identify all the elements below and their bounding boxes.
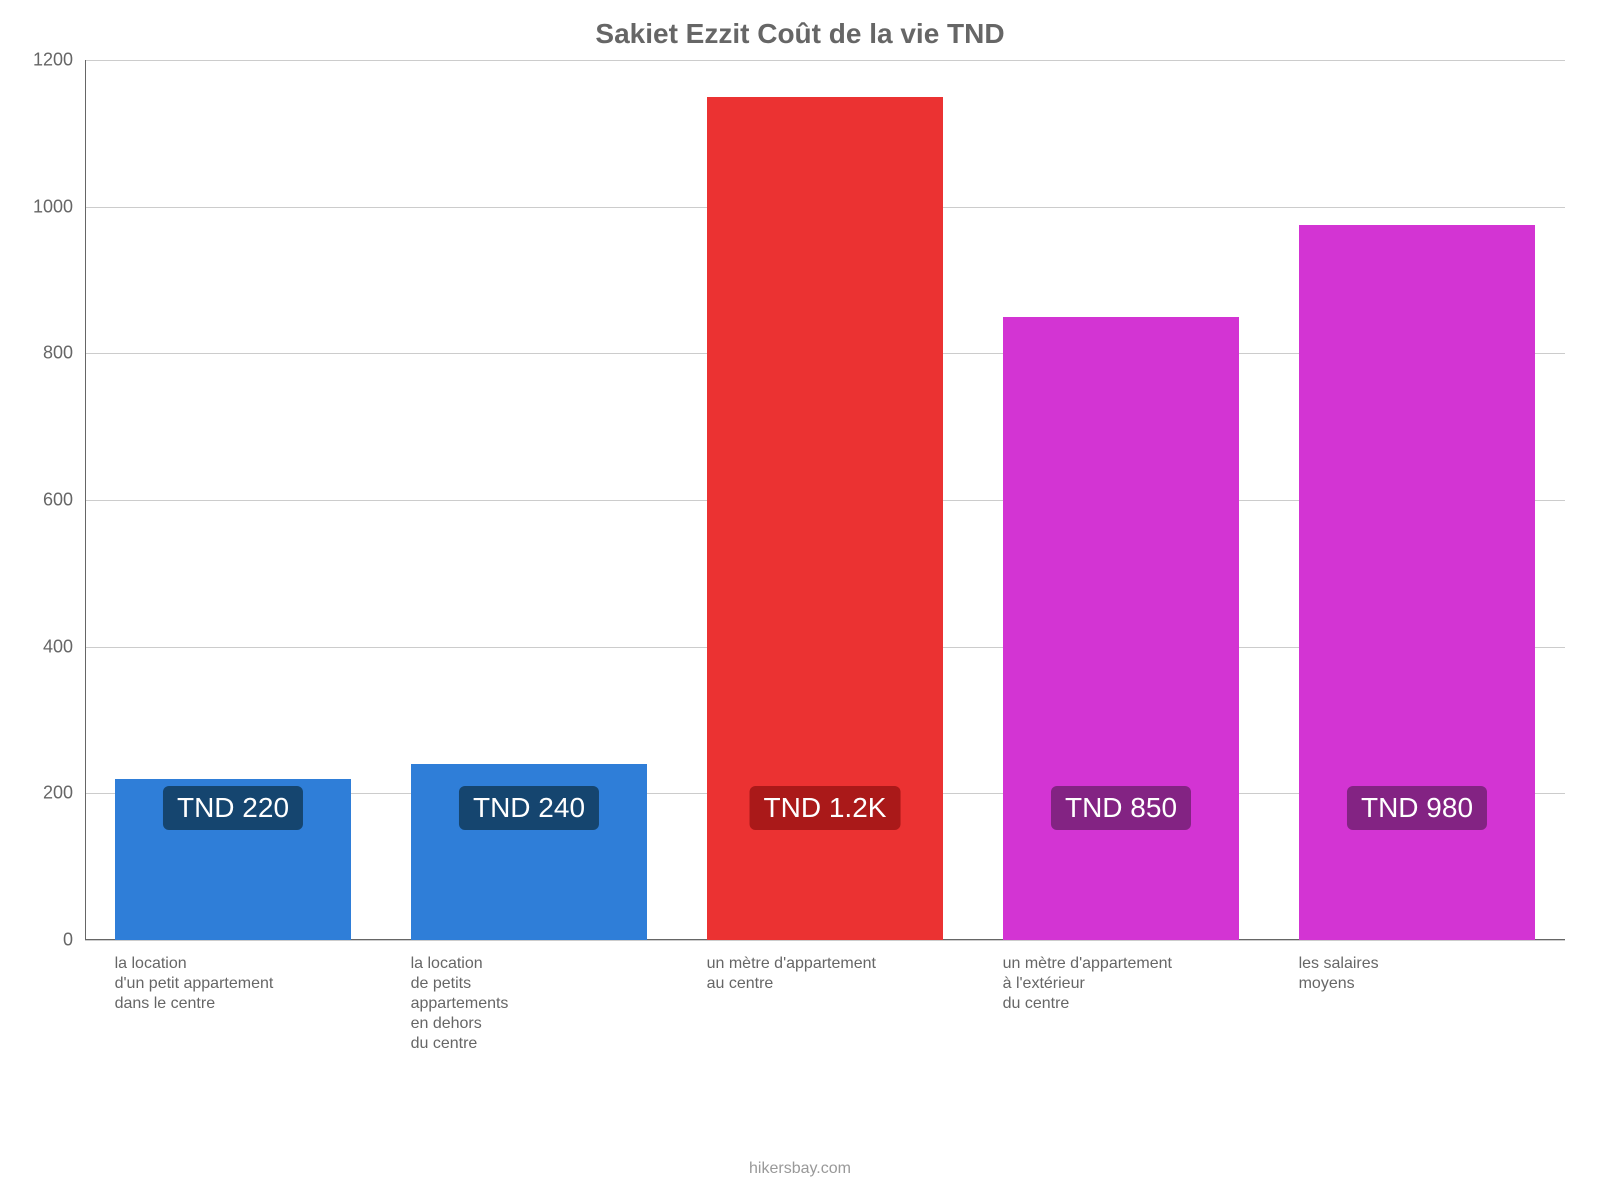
- gridline: [85, 60, 1565, 61]
- y-tick-label: 1200: [33, 50, 85, 71]
- y-tick-label: 0: [63, 930, 85, 951]
- bar-value-label: TND 980: [1347, 786, 1487, 830]
- bar-avg-salary: [1299, 225, 1536, 940]
- y-tick-label: 800: [43, 343, 85, 364]
- bar-value-label: TND 220: [163, 786, 303, 830]
- bar-value-label: TND 240: [459, 786, 599, 830]
- chart-container: Sakiet Ezzit Coût de la vie TND 02004006…: [0, 0, 1600, 1200]
- y-tick-label: 200: [43, 783, 85, 804]
- x-category-label: la location de petits appartements en de…: [411, 940, 648, 1054]
- y-tick-label: 1000: [33, 196, 85, 217]
- bar-sqm-outside: [1003, 317, 1240, 940]
- chart-title: Sakiet Ezzit Coût de la vie TND: [0, 18, 1600, 50]
- bar-value-label: TND 850: [1051, 786, 1191, 830]
- x-category-label: un mètre d'appartement au centre: [707, 940, 944, 994]
- x-category-label: la location d'un petit appartement dans …: [115, 940, 352, 1014]
- y-axis-line: [85, 60, 86, 940]
- x-category-label: les salaires moyens: [1299, 940, 1536, 994]
- chart-footer: hikersbay.com: [0, 1160, 1600, 1178]
- y-tick-label: 400: [43, 636, 85, 657]
- plot-area: 020040060080010001200TND 220la location …: [85, 60, 1565, 940]
- x-category-label: un mètre d'appartement à l'extérieur du …: [1003, 940, 1240, 1014]
- bar-value-label: TND 1.2K: [750, 786, 901, 830]
- y-tick-label: 600: [43, 490, 85, 511]
